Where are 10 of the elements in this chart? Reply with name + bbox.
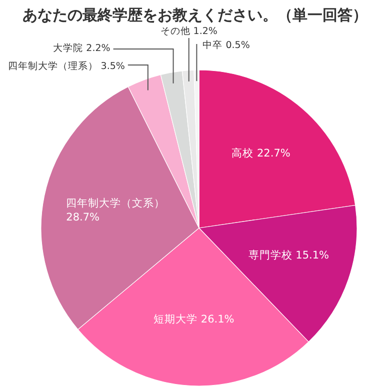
slice-label: 四年制大学（文系） — [66, 196, 166, 210]
data-label: 28.7% — [66, 211, 100, 224]
slice-label: 四年制大学（理系） 3.5% — [8, 60, 125, 72]
slice-label: 中卒 0.5% — [202, 39, 250, 51]
slice-label: 高校 22.7% — [232, 146, 290, 160]
slice-label: その他 1.2% — [160, 25, 218, 37]
slice-label: 専門学校 15.1% — [248, 248, 330, 262]
slice-label: 大学院 2.2% — [53, 42, 110, 54]
slice-label: 短期大学 26.1% — [154, 312, 234, 326]
chart-title: あなたの最終学歴をお教えください。（単一回答） — [22, 6, 368, 24]
